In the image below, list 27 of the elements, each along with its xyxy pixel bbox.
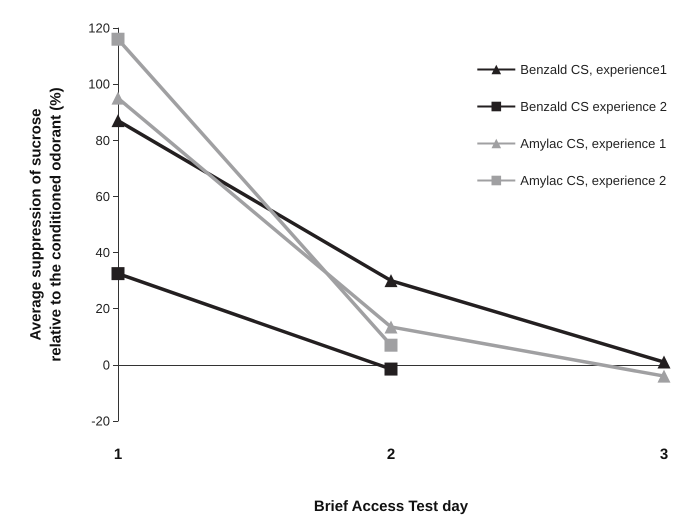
y-tick-label: 0	[102, 357, 110, 372]
y-tick-label: 100	[88, 76, 110, 92]
y-tick-label: 20	[96, 301, 110, 316]
y-tick-label: 60	[96, 188, 110, 204]
point	[112, 92, 124, 105]
point	[658, 356, 670, 369]
legend-label: Amylac CS, experience 2	[520, 173, 666, 188]
point	[384, 338, 398, 352]
point	[658, 370, 670, 383]
point	[384, 274, 398, 288]
x-tick-label: 1	[114, 446, 122, 463]
legend-label: Benzald CS experience 2	[520, 99, 667, 114]
x-tick-label: 2	[386, 446, 396, 463]
point	[384, 362, 398, 376]
y-tick-label: 80	[96, 132, 110, 148]
y-axis-title: Average suppression of sucrose relative to the conditioned odorant (%)	[28, 87, 64, 362]
point	[112, 267, 124, 280]
point	[112, 114, 124, 128]
point	[112, 32, 124, 46]
legend-label: Amylac CS, experience 1	[520, 136, 666, 151]
y-tick-label: -20	[91, 414, 110, 428]
point	[384, 320, 398, 334]
y-tick-label: 40	[96, 245, 110, 260]
legend-label: Benzald CS, experience1	[520, 62, 667, 77]
x-tick-label: 3	[660, 446, 668, 463]
y-tick-label: 120	[88, 20, 110, 36]
x-axis-title: Brief Access Test day	[314, 498, 469, 515]
